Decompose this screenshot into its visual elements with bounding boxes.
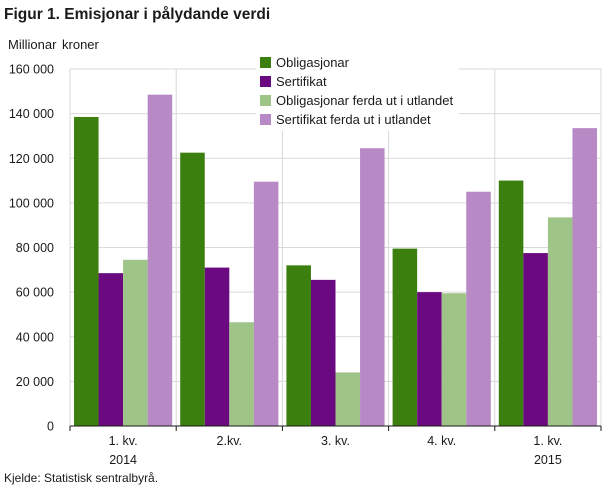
bars (74, 94, 597, 427)
x-tick-label: 4. kv. (427, 434, 456, 448)
y-tick-labels: 0 20 000 40 000 60 000 80 000 100 000 120 000 1… (9, 63, 54, 434)
legend-label: Obligasjonar ferda ut i utlandet (276, 93, 454, 108)
source-note: Kjelde: Statistisk sentralbyrå. (4, 471, 159, 485)
bar-1-3 (286, 265, 311, 426)
legend-item-1: Obligasjonar (260, 53, 453, 72)
legend: Obligasjonar Sertifikat Obligasjonar ferda… (256, 51, 460, 131)
y-tick-label: 120 000 (9, 152, 54, 166)
bar-4-1 (147, 94, 173, 427)
y-tick-label: 80 000 (16, 241, 54, 255)
y-tick-label: 140 000 (9, 107, 54, 121)
bar-1-4 (392, 248, 418, 426)
x-tick-year-label: 2015 (534, 453, 562, 467)
x-tick-labels: 1. kv. 2014 2.kv. 3. kv. 4. kv. 1. kv. 2015 (109, 434, 563, 467)
bar-4-4 (466, 191, 491, 426)
x-tick-label: 1. kv. (533, 434, 562, 448)
legend-label: Obligasjonar (276, 55, 349, 70)
legend-item-2: Sertifikat (260, 72, 453, 91)
y-tick-label: 0 (47, 420, 54, 434)
legend-item-3: Obligasjonar ferda ut i utlandet (260, 91, 453, 110)
bar-4-5 (572, 128, 597, 427)
legend-label: Sertifikat ferda ut i utlandet (276, 112, 431, 127)
legend-swatch (260, 57, 271, 68)
chart-title: Figur 1. Emisjonar i pålydande verdi (4, 6, 271, 23)
y-tick-label: 60 000 (16, 286, 54, 300)
legend-label: Sertifikat (276, 74, 327, 89)
legend-swatch (260, 95, 271, 106)
bar-2-5 (523, 253, 548, 426)
bar-3-2 (229, 322, 254, 426)
x-tick-label: 3. kv. (321, 434, 350, 448)
y-tick-label: 160 000 (9, 63, 54, 77)
x-tick-label: 2.kv. (217, 434, 242, 448)
bar-2-4 (417, 292, 442, 426)
bar-2-3 (310, 279, 336, 426)
y-tick-label: 20 000 (16, 375, 54, 389)
bar-3-4 (441, 293, 467, 426)
bar-2-1 (98, 273, 124, 426)
legend-swatch (260, 114, 271, 125)
bar-1-5 (498, 180, 524, 426)
legend-item-4: Sertifikat ferda ut i utlandet (260, 110, 453, 129)
bar-1-1 (74, 116, 99, 427)
x-axis (69, 425, 602, 431)
bar-3-3 (335, 372, 361, 426)
bar-4-3 (360, 148, 385, 426)
y-tick-label: 40 000 (16, 330, 54, 344)
bar-2-2 (204, 267, 230, 426)
bar-3-5 (547, 217, 573, 426)
y-axis-label: Millionar kroner (8, 37, 99, 52)
bar-4-2 (253, 181, 279, 426)
x-tick-label: 1. kv. (109, 434, 138, 448)
legend-swatch (260, 76, 271, 87)
bar-3-1 (123, 259, 148, 426)
x-tick-year-label: 2014 (109, 453, 137, 467)
y-tick-label: 100 000 (9, 196, 54, 210)
bar-1-2 (180, 152, 205, 426)
